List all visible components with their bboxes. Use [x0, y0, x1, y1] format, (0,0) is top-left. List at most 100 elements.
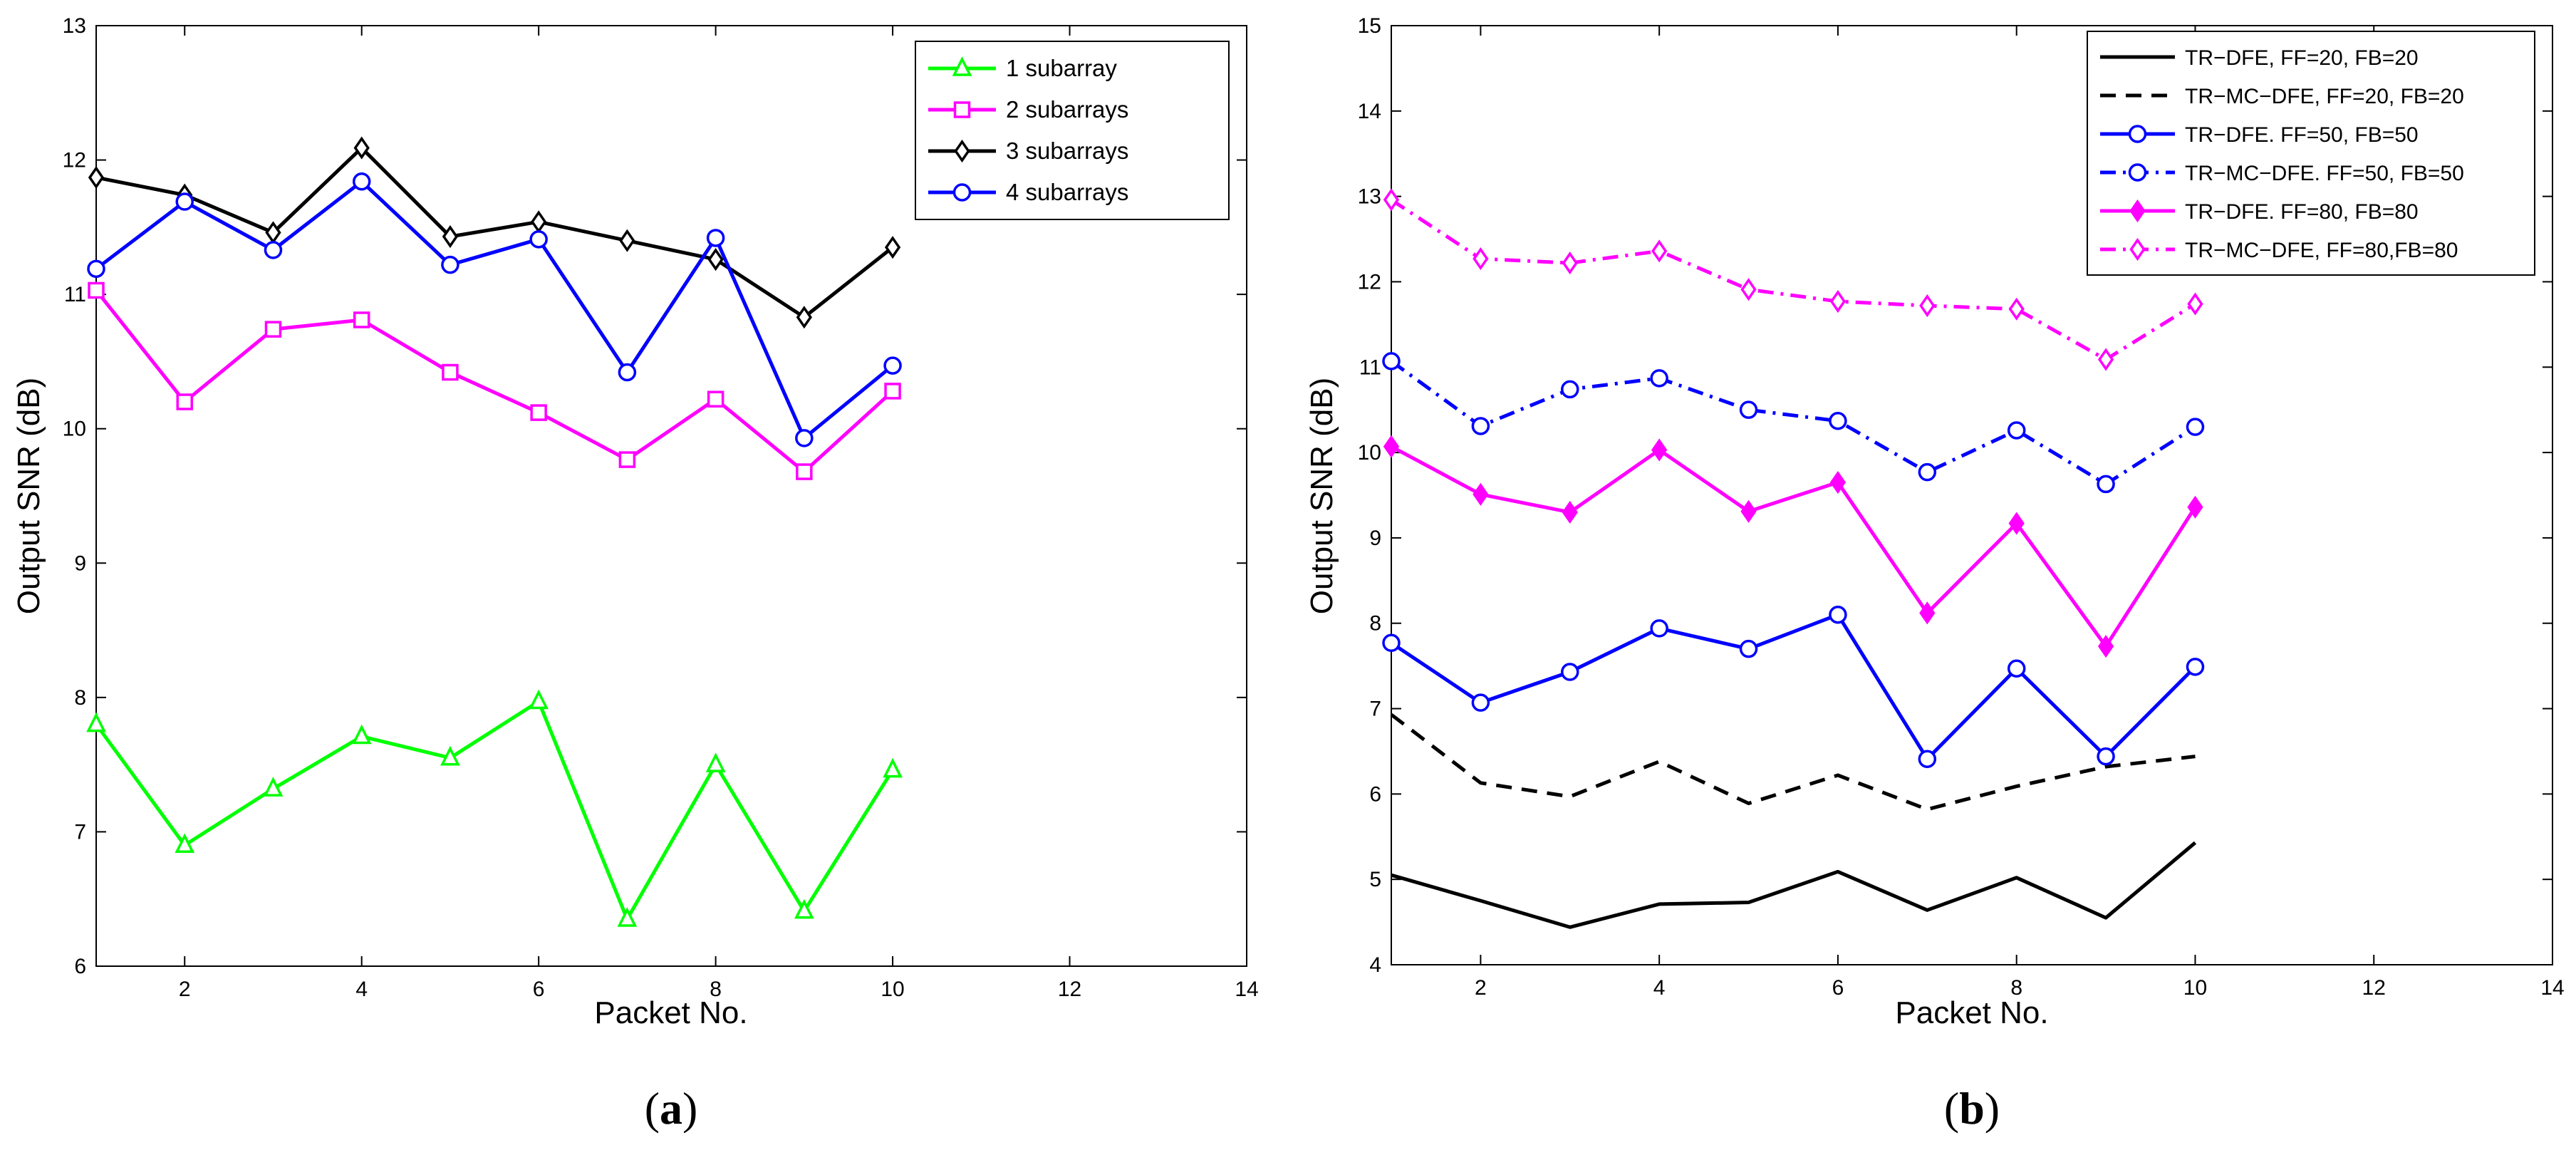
- panel-b-legend-item-tr-dfe-ff-50-fb-50: TR−DFE. FF=50, FB=50: [2100, 123, 2419, 147]
- panel-b-series-tr-dfe-ff-50-fb-50-point: [2007, 659, 2026, 678]
- panel-a-series-3-subarrays-point: [796, 306, 812, 329]
- panel-b-legend-item-tr-mc-dfe-ff-80-fb-80-label: TR−MC−DFE, FF=80,FB=80: [2185, 239, 2458, 262]
- panel-b-y-tick-label: 14: [1358, 100, 1381, 123]
- panel-b-series-tr-dfe-ff-80-fb-80-point: [1919, 601, 1936, 625]
- panel-b-series-tr-mc-dfe-ff-50-fb-50-point: [1739, 400, 1758, 419]
- panel-a-legend-item-2-subarrays: 2 subarrays: [928, 96, 1128, 123]
- panel-b-plot-area: [1391, 25, 2553, 965]
- panel-b-series-tr-dfe-ff-80-fb-80-point: [1383, 435, 1400, 458]
- panel-a-series-1-subarray-point: [351, 724, 372, 745]
- panel-a-series-4-subarrays-point: [706, 229, 725, 247]
- panel-a-series-1-subarray-point: [529, 689, 549, 710]
- panel-b-series-tr-mc-dfe-ff-50-fb-50-point: [2186, 418, 2205, 436]
- panel-a-series-4-subarrays-point: [883, 356, 902, 375]
- panel-a-series-4-subarrays-point: [264, 241, 283, 259]
- panel-a-series-2-subarrays: [88, 281, 901, 480]
- panel-b-series-tr-dfe-ff-50-fb-50-line: [1390, 613, 2197, 761]
- panel-b-series-tr-dfe-ff-50-fb-50-point: [1918, 750, 1937, 768]
- panel-a-x-tick-label: 14: [1235, 978, 1258, 1001]
- panel-b-legend-item-tr-mc-dfe-ff-50-fb-50: TR−MC−DFE. FF=50, FB=50: [2100, 162, 2464, 185]
- panel-b-series-tr-mc-dfe-ff-20-fb-20-line: [1390, 713, 2196, 812]
- panel-b-x-tick-label: 14: [2540, 976, 2564, 1000]
- panel-b-series-tr-mc-dfe-ff-80-fb-80-point: [2008, 297, 2025, 321]
- panel-b-legend-item-tr-mc-dfe-ff-20-fb-20: TR−MC−DFE, FF=20, FB=20: [2100, 85, 2464, 108]
- panel-b-series-tr-dfe-ff-50-fb-50-point: [2097, 747, 2115, 766]
- panel-b-series-tr-mc-dfe-ff-80-fb-80-point: [1919, 294, 1936, 318]
- panel-b-legend: TR−DFE, FF=20, FB=20 TR−MC−DFE, FF=20, FB…: [2087, 31, 2535, 276]
- panel-b-y-tick-label: 12: [1358, 270, 1381, 294]
- panel-a-series-2-subarrays-point: [618, 451, 636, 468]
- panel-b-series-tr-mc-dfe-ff-50-fb-50-point: [1650, 369, 1668, 388]
- panel-b-series-tr-mc-dfe-ff-50-fb-50-line: [1390, 359, 2196, 486]
- panel-a-legend-item-1-subarray: 1 subarray: [928, 55, 1117, 81]
- panel-a-series-4-subarrays-point: [175, 192, 194, 211]
- panel-b-series-tr-mc-dfe-ff-50-fb-50-point: [1918, 462, 1937, 482]
- panel-a-series-1-subarray-point: [263, 777, 284, 797]
- panel-a-x-tick-label: 6: [533, 978, 545, 1001]
- panel-b-series-tr-mc-dfe-ff-80-fb-80-point: [1651, 239, 1668, 263]
- panel-a-legend-item-2-subarrays-label: 2 subarrays: [1006, 96, 1128, 123]
- panel-b-legend-item-tr-dfe-ff-80-fb-80: TR−DFE. FF=80, FB=80: [2100, 199, 2419, 224]
- panel-b-series-tr-dfe-ff-50-fb-50-point: [1561, 663, 1579, 681]
- panel-b-series-tr-mc-dfe-ff-80-fb-80-point: [1562, 252, 1578, 275]
- panel-b-series-tr-mc-dfe-ff-80-fb-80: [1383, 188, 2203, 371]
- panel-a-series-2-subarrays-point: [707, 390, 724, 408]
- panel-b-series-tr-dfe-ff-80-fb-80-point: [1473, 482, 1489, 506]
- panel-b-series-tr-mc-dfe-ff-80-fb-80-point: [1740, 278, 1757, 301]
- panel-b-y-tick-label: 8: [1369, 612, 1381, 636]
- panel-a-series-1-subarray-point: [617, 907, 638, 927]
- panel-a-legend-item-1-subarray-marker: [952, 56, 972, 76]
- panel-a-y-tick-label: 9: [74, 551, 86, 575]
- panel-a-caption-close: ): [682, 1083, 697, 1134]
- panel-a-series: [86, 136, 903, 927]
- panel-b-x-tick-label: 8: [2010, 976, 2022, 1000]
- panel-a-series-4-subarrays-point: [529, 230, 548, 249]
- panel-a-y-tick-label: 12: [63, 149, 86, 172]
- panel-a-series-3-subarrays: [88, 136, 901, 329]
- panel-b-series-tr-dfe-ff-20-fb-20: [1391, 841, 2197, 929]
- panel-b-legend-item-tr-mc-dfe-ff-80-fb-80: TR−MC−DFE, FF=80,FB=80: [2100, 237, 2458, 262]
- panel-b-legend-item-tr-dfe-ff-80-fb-80-marker: [2129, 199, 2146, 223]
- panel-a-legend-item-1-subarray-label: 1 subarray: [1006, 55, 1117, 81]
- panel-b-series-tr-mc-dfe-ff-50-fb-50-point: [2097, 475, 2115, 494]
- panel-a-series-4-subarrays: [87, 172, 902, 447]
- panel-a-series-2-subarrays-point: [88, 281, 105, 299]
- panel-b-y-tick-label: 10: [1358, 441, 1381, 465]
- panel-a-caption-letter: a: [660, 1083, 682, 1134]
- panel-a-series-3-subarrays-point: [88, 166, 105, 190]
- panel-b-series-tr-dfe-ff-50-fb-50-point: [1650, 619, 1668, 638]
- panel-a-y-tick-label: 10: [63, 418, 86, 441]
- panel-a-series-1-subarray-point: [705, 752, 726, 772]
- panel-a-series-4-subarrays-point: [441, 255, 459, 274]
- panel-a-series-1-subarray-point: [794, 898, 814, 919]
- panel-a-series-2-subarrays-point: [530, 404, 547, 421]
- panel-a-series-1-subarray-point: [883, 757, 903, 778]
- panel-b-series-tr-dfe-ff-50-fb-50-point: [1829, 605, 1847, 624]
- panel-b-series-tr-mc-dfe-ff-50-fb-50: [1382, 352, 2205, 494]
- panel-b-x-axis-label: Packet No.: [1895, 995, 2048, 1030]
- panel-a-y-tick-label: 8: [74, 686, 86, 710]
- panel-b-series-tr-dfe-ff-80-fb-80-point: [2187, 495, 2203, 519]
- panel-b-series-tr-dfe-ff-50-fb-50-point: [1739, 639, 1758, 658]
- panel-b-series-tr-mc-dfe-ff-50-fb-50-point: [1561, 380, 1579, 399]
- panel-a-series-1-subarray: [86, 689, 903, 927]
- panel-b-legend-item-tr-dfe-ff-80-fb-80-label: TR−DFE. FF=80, FB=80: [2185, 200, 2419, 224]
- panel-b-series-tr-dfe-ff-50-fb-50-point: [1382, 633, 1401, 653]
- panel-a-legend-item-2-subarrays-marker: [953, 101, 971, 118]
- panel-a-series-3-subarrays-point: [707, 248, 724, 271]
- panel-a-ticks: 2 4 6 8 10 12 14 6 7 8 9 10 11 12 13: [63, 14, 1259, 1001]
- panel-b-caption-letter: b: [1959, 1083, 1985, 1134]
- panel-b-series-tr-dfe-ff-80-fb-80-point: [1562, 500, 1578, 524]
- panel-a-x-axis-label: Packet No.: [594, 995, 747, 1030]
- panel-b-legend-item-tr-mc-dfe-ff-50-fb-50-label: TR−MC−DFE. FF=50, FB=50: [2185, 162, 2464, 185]
- panel-b-series-tr-mc-dfe-ff-80-fb-80-point: [1829, 289, 1847, 314]
- panel-b-series-tr-dfe-ff-50-fb-50-point: [2186, 658, 2205, 676]
- panel-b-legend-item-tr-mc-dfe-ff-20-fb-20-label: TR−MC−DFE, FF=20, FB=20: [2185, 85, 2464, 108]
- panel-b-series-tr-dfe-ff-80-fb-80-line: [1390, 445, 2197, 648]
- panel-b-y-tick-label: 11: [1359, 356, 1381, 379]
- panel-a-x-tick-label: 2: [179, 978, 191, 1001]
- panel-b-series-tr-mc-dfe-ff-80-fb-80-point: [2187, 292, 2203, 316]
- panel-b-y-tick-label: 9: [1369, 527, 1381, 550]
